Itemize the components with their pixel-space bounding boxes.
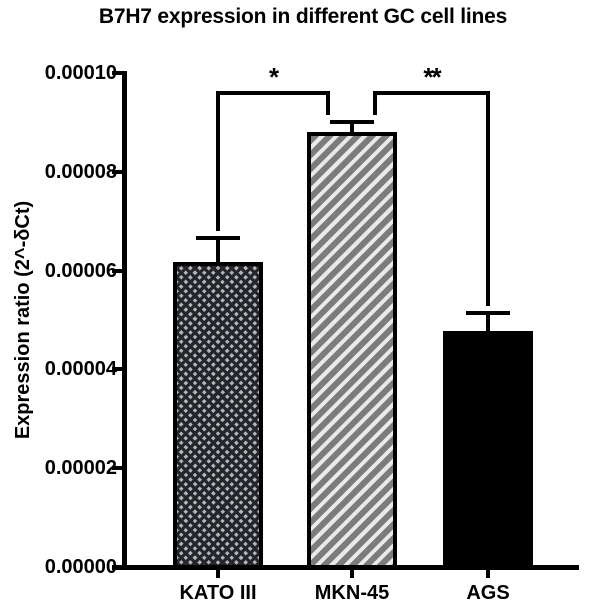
significance-bracket-left-leg — [373, 91, 377, 115]
y-tick-label: 0.00002 — [44, 457, 117, 480]
x-tick-label: MKN-45 — [314, 582, 390, 604]
error-bar-stem — [216, 237, 220, 265]
y-tick-label: 0.00008 — [44, 160, 117, 183]
y-tick — [112, 169, 125, 174]
error-bar-cap — [330, 119, 374, 124]
significance-bracket-right-leg — [486, 91, 490, 307]
y-tick — [112, 466, 125, 471]
y-tick — [112, 268, 125, 273]
significance-bracket — [373, 91, 490, 95]
y-tick-label: 0.00000 — [44, 556, 117, 578]
bar-ags — [443, 330, 533, 569]
x-tick-label: AGS — [466, 582, 510, 604]
significance-label: ** — [423, 62, 441, 92]
bar-mkn-45 — [307, 131, 397, 569]
bar-kato-iii — [173, 262, 263, 569]
y-tick — [112, 367, 125, 372]
x-tick — [350, 569, 354, 578]
x-tick — [216, 569, 220, 578]
y-tick — [112, 71, 125, 75]
y-tick-label: 0.00006 — [44, 259, 117, 282]
y-axis-line — [122, 71, 127, 569]
error-bar-cap — [196, 235, 240, 240]
error-bar-cap — [466, 311, 510, 316]
error-bar-stem — [350, 121, 354, 134]
significance-bracket — [216, 91, 330, 95]
significance-label: * — [268, 62, 279, 92]
y-tick-label: 0.00004 — [44, 358, 117, 381]
x-tick — [486, 569, 490, 578]
error-bar-stem — [486, 313, 490, 333]
y-tick-label: 0.00010 — [44, 62, 117, 84]
chart-title: B7H7 expression in different GC cell lin… — [98, 5, 508, 28]
x-tick-label: KATO III — [179, 582, 257, 604]
significance-bracket-left-leg — [216, 91, 220, 231]
y-tick — [112, 565, 125, 569]
significance-bracket-right-leg — [326, 91, 330, 115]
